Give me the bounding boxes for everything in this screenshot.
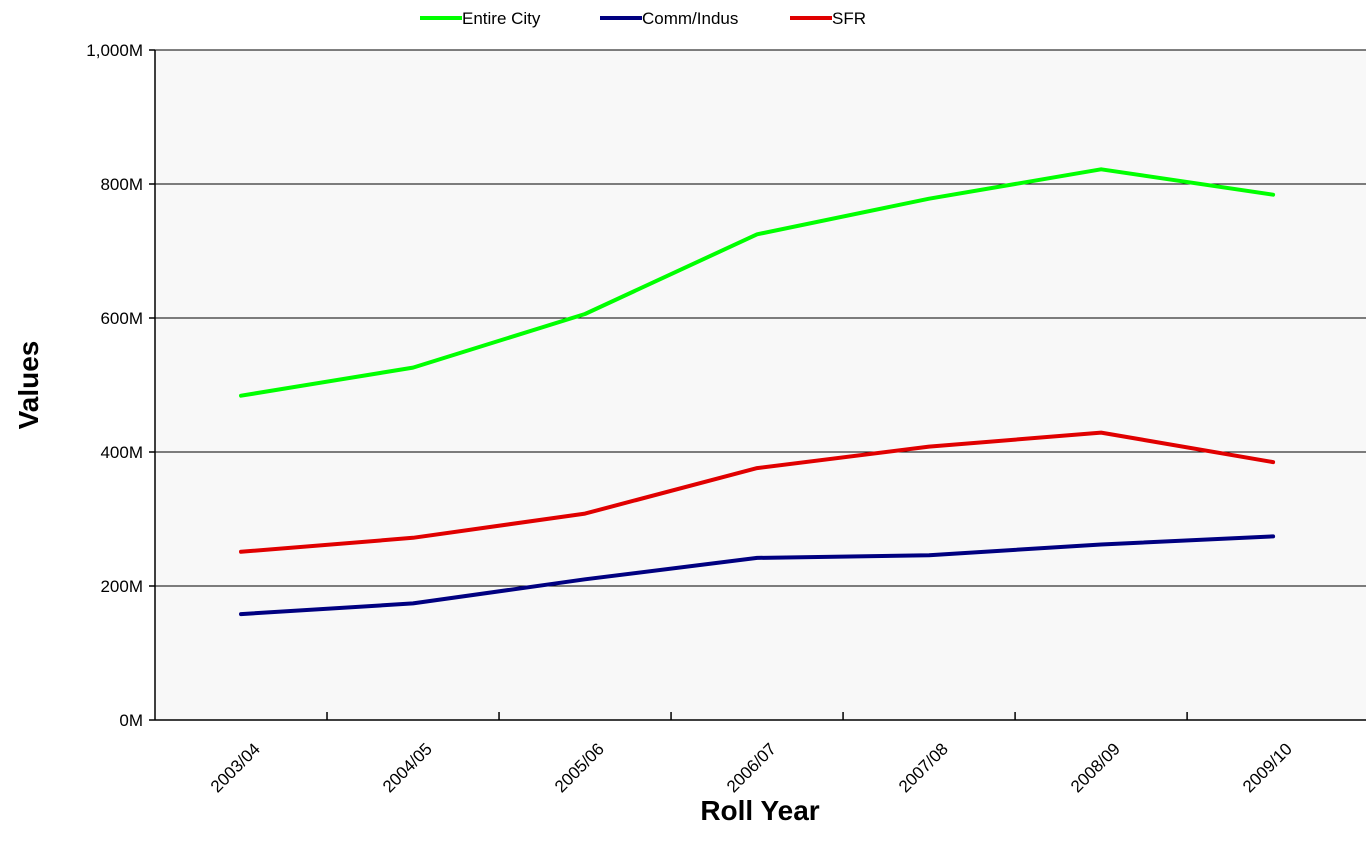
series-lines <box>239 167 1276 617</box>
series-line <box>239 167 1276 398</box>
x-tick-labels: 2003/04 2004/05 2005/06 2006/07 2007/08 2008/… <box>207 712 1296 796</box>
y-tick-label: 1,000M <box>86 41 143 60</box>
x-tick-label: 2006/07 <box>723 739 780 796</box>
x-tick-label: 2003/04 <box>207 739 264 796</box>
y-tick-label: 200M <box>100 577 143 596</box>
y-tick-label: 800M <box>100 175 143 194</box>
series-line <box>239 534 1276 617</box>
legend-label: Comm/Indus <box>642 9 738 28</box>
series-line <box>239 430 1276 554</box>
plot-area <box>155 50 1366 720</box>
legend-label: SFR <box>832 9 866 28</box>
x-tick-label: 2007/08 <box>895 739 952 796</box>
gridlines <box>149 49 1366 721</box>
y-tick-label: 0M <box>119 711 143 730</box>
legend: Entire City Comm/Indus SFR <box>420 9 866 28</box>
x-tick-label: 2008/09 <box>1067 739 1124 796</box>
y-tick-label: 400M <box>100 443 143 462</box>
x-tick-label: 2005/06 <box>551 739 608 796</box>
x-axis-label: Roll Year <box>700 795 819 826</box>
legend-label: Entire City <box>462 9 541 28</box>
x-tick-label: 2004/05 <box>379 739 436 796</box>
y-tick-labels: 0M 200M 400M 600M 800M 1,000M <box>86 41 143 730</box>
axes <box>154 50 1366 721</box>
y-axis-label: Values <box>13 341 44 430</box>
x-tick-label: 2009/10 <box>1239 739 1296 796</box>
y-tick-label: 600M <box>100 309 143 328</box>
